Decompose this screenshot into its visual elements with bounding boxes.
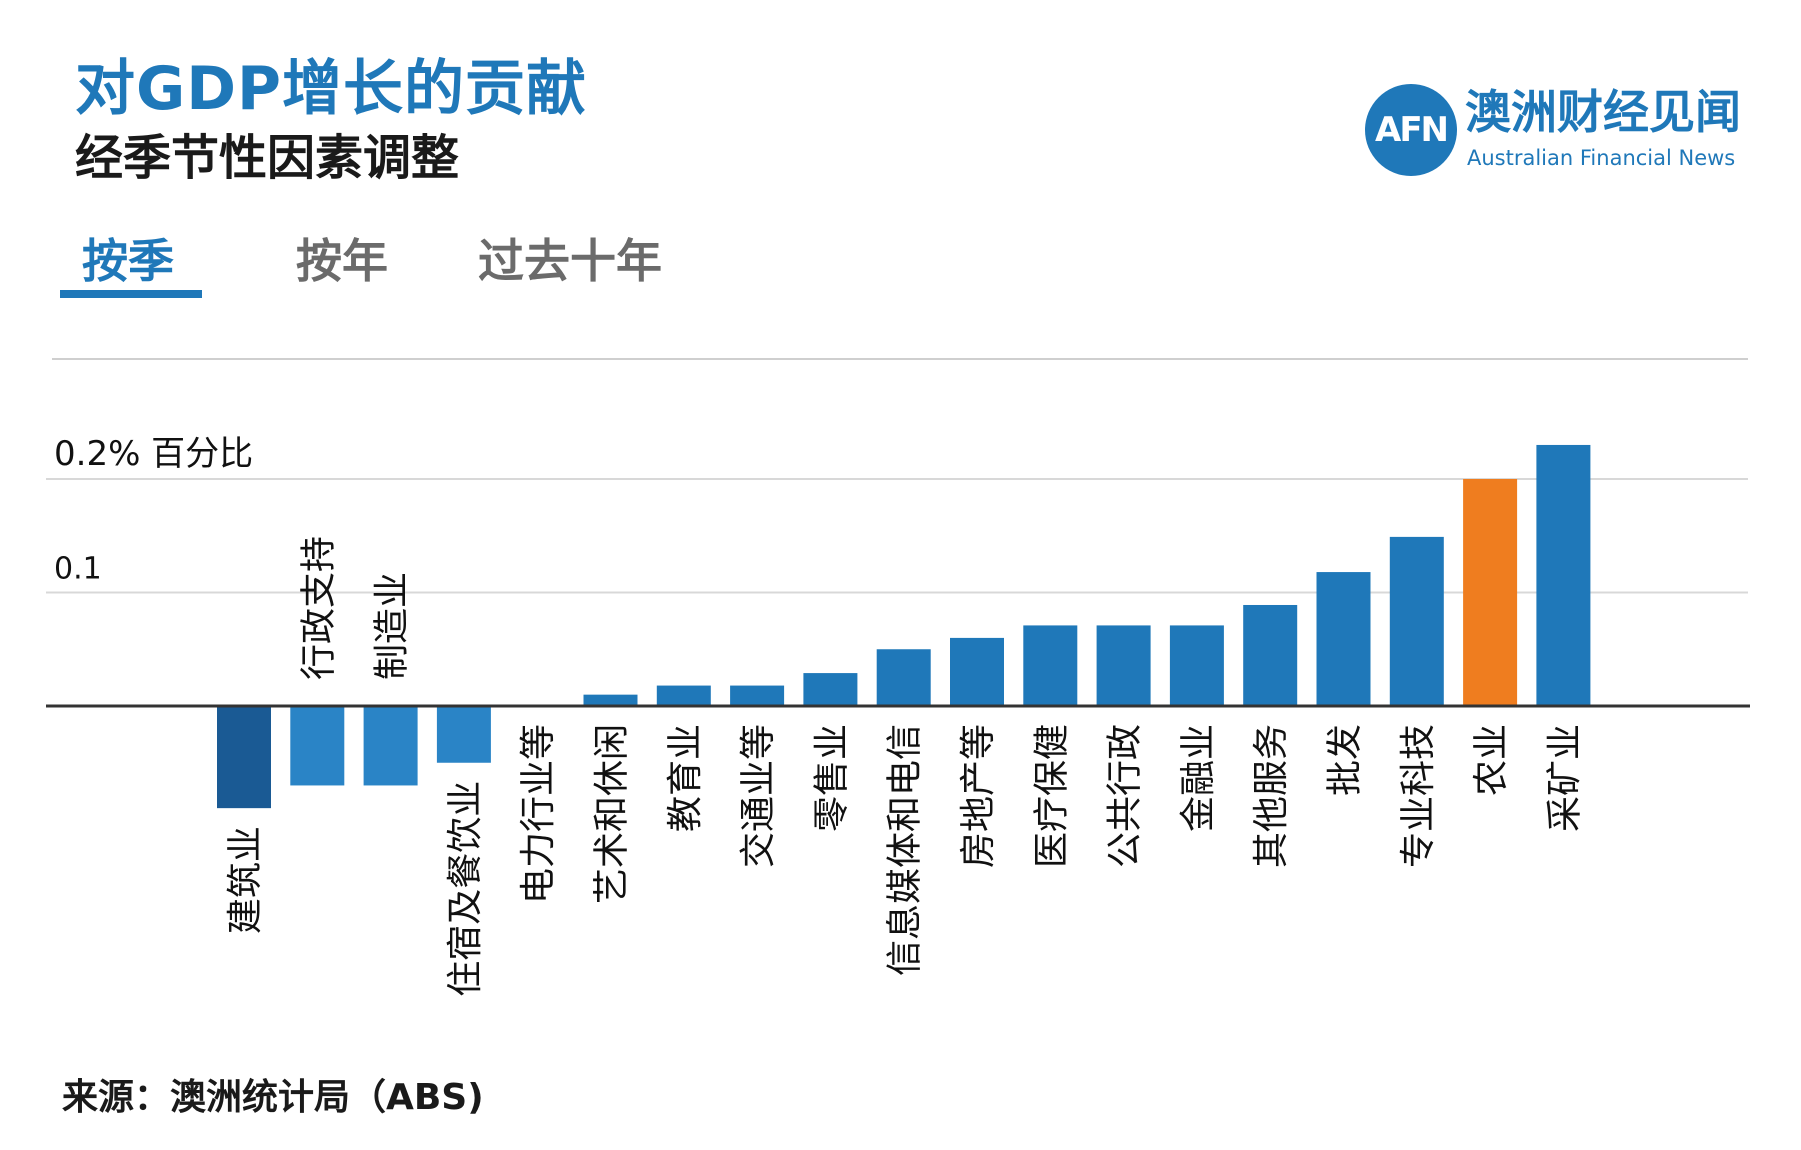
bar-6 [656, 685, 711, 706]
category-label-10: 房地产等 [958, 724, 999, 868]
y-tick-label-0: 0.2% 百分比 [54, 434, 253, 474]
category-label-1: 行政支持 [298, 536, 339, 680]
bar-7 [730, 685, 785, 706]
bar-5 [583, 694, 638, 706]
tab-past-decade[interactable]: 过去十年 [478, 234, 662, 288]
category-label-6: 教育业 [665, 724, 706, 832]
category-label-15: 批发 [1325, 724, 1366, 796]
bar-11 [1023, 625, 1078, 706]
y-tick-label-1: 0.1 [54, 552, 102, 587]
category-label-17: 农业 [1471, 724, 1512, 796]
bar-15 [1316, 572, 1371, 706]
bar-8 [803, 673, 858, 706]
bar-17 [1463, 479, 1518, 706]
category-label-16: 专业科技 [1398, 724, 1439, 868]
category-label-11: 医疗保健 [1031, 724, 1072, 868]
tab-quarterly[interactable]: 按季 [82, 234, 174, 288]
bar-14 [1243, 604, 1298, 706]
bar-1 [290, 706, 345, 786]
category-label-12: 公共行政 [1105, 724, 1146, 868]
afn-logo: AFN 澳洲财经见闻 Australian Financial News [1365, 82, 1745, 182]
category-label-0: 建筑业 [225, 826, 266, 934]
period-tabs: 按季 按年 过去十年 [60, 225, 760, 305]
bar-9 [876, 649, 931, 706]
bar-18 [1536, 444, 1591, 706]
chart-title: 对GDP增长的贡献 [75, 54, 588, 124]
afn-logo-name-en: Australian Financial News [1467, 146, 1736, 170]
category-label-7: 交通业等 [738, 724, 779, 868]
bar-13 [1169, 625, 1224, 706]
category-label-13: 金融业 [1178, 724, 1219, 832]
category-label-2: 制造业 [372, 572, 413, 680]
chart-bars [217, 444, 1591, 809]
afn-logo-name-cn: 澳洲财经见闻 [1465, 85, 1741, 139]
category-label-14: 其他服务 [1251, 724, 1292, 868]
bar-0 [217, 706, 271, 809]
bar-2 [363, 706, 418, 786]
afn-logo-mark: AFN [1365, 84, 1457, 176]
bar-3 [436, 706, 491, 763]
source-note: 来源：澳洲统计局（ABS) [62, 1077, 484, 1118]
category-label-18: 采矿业 [1544, 724, 1585, 832]
category-label-9: 信息媒体和电信 [885, 724, 926, 976]
category-label-4: 电力行业等 [518, 724, 559, 904]
bar-16 [1389, 536, 1444, 706]
chart-subtitle: 经季节性因素调整 [75, 130, 460, 186]
category-label-3: 住宿及餐饮业 [445, 781, 486, 997]
bar-12 [1096, 625, 1151, 706]
category-label-8: 零售业 [811, 724, 852, 832]
tab-active-underline [60, 290, 202, 298]
tab-yearly[interactable]: 按年 [296, 234, 388, 288]
bar-10 [950, 637, 1004, 706]
category-label-5: 艺术和休闲 [592, 724, 633, 904]
